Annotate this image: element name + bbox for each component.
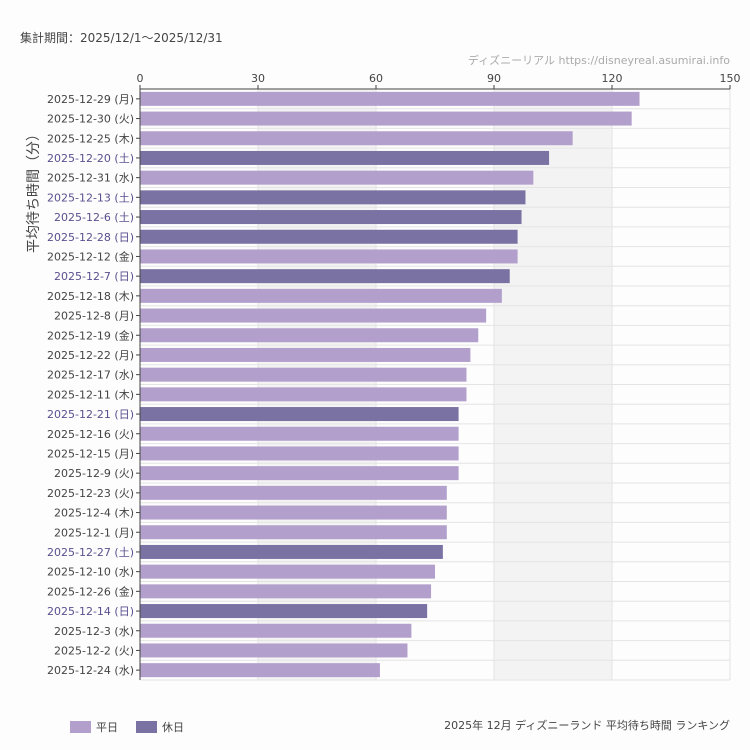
y-axis-title: 平均待ち時間（分） bbox=[26, 127, 42, 253]
bar bbox=[140, 249, 518, 264]
y-tick-label: 2025-12-7 (日) bbox=[54, 270, 134, 283]
bar bbox=[140, 525, 447, 540]
y-tick-label: 2025-12-18 (木) bbox=[47, 290, 134, 303]
bar bbox=[140, 544, 443, 559]
bar bbox=[140, 663, 380, 678]
y-tick-label: 2025-12-9 (火) bbox=[54, 467, 134, 480]
legend-weekday: 平日 bbox=[70, 719, 118, 735]
y-tick-label: 2025-12-20 (土) bbox=[47, 152, 134, 165]
y-tick-label: 2025-12-10 (水) bbox=[47, 566, 134, 579]
bar bbox=[140, 564, 435, 579]
bar bbox=[140, 387, 467, 402]
period-label: 集計期間：2025/12/1〜2025/12/31 bbox=[20, 31, 223, 45]
bar bbox=[140, 150, 550, 165]
y-tick-label: 2025-12-11 (木) bbox=[47, 388, 134, 401]
x-tick-label: 30 bbox=[251, 72, 265, 85]
y-tick-label: 2025-12-30 (火) bbox=[47, 113, 134, 126]
bar bbox=[140, 288, 502, 303]
y-tick-label: 2025-12-19 (金) bbox=[47, 328, 134, 342]
y-tick-label: 2025-12-12 (金) bbox=[47, 249, 134, 263]
bar bbox=[140, 623, 412, 638]
legend-holiday: 休日 bbox=[136, 719, 184, 735]
y-tick-label: 2025-12-16 (火) bbox=[47, 428, 134, 441]
x-tick-label: 0 bbox=[137, 72, 144, 85]
y-tick-label: 2025-12-27 (土) bbox=[47, 546, 134, 559]
x-tick-label: 60 bbox=[369, 72, 383, 85]
y-tick-label: 2025-12-14 (日) bbox=[47, 605, 134, 618]
bar bbox=[140, 446, 459, 461]
y-tick-label: 2025-12-15 (月) bbox=[47, 447, 134, 460]
y-tick-label: 2025-12-28 (日) bbox=[47, 231, 134, 244]
y-tick-label: 2025-12-13 (土) bbox=[47, 191, 134, 204]
y-tick-label: 2025-12-17 (水) bbox=[47, 369, 134, 382]
bar bbox=[140, 347, 471, 362]
bar bbox=[140, 131, 573, 146]
legend-swatch-holiday bbox=[136, 721, 157, 733]
bar bbox=[140, 170, 534, 185]
y-tick-label: 2025-12-23 (火) bbox=[47, 487, 134, 500]
bar bbox=[140, 210, 522, 225]
y-tick-label: 2025-12-21 (日) bbox=[47, 408, 134, 421]
bar bbox=[140, 367, 467, 382]
y-tick-label: 2025-12-2 (火) bbox=[54, 644, 134, 657]
bar bbox=[140, 269, 510, 284]
x-tick-label: 120 bbox=[602, 72, 623, 85]
legend-label: 平日 bbox=[96, 721, 118, 734]
y-tick-label: 2025-12-26 (金) bbox=[47, 584, 134, 598]
y-tick-label: 2025-12-24 (水) bbox=[47, 664, 134, 677]
legend-label: 休日 bbox=[162, 721, 184, 734]
y-tick-label: 2025-12-6 (土) bbox=[54, 211, 134, 224]
bar bbox=[140, 505, 447, 520]
bar bbox=[140, 328, 479, 343]
bar bbox=[140, 91, 640, 106]
y-tick-label: 2025-12-4 (木) bbox=[54, 507, 134, 520]
y-tick-label: 2025-12-8 (月) bbox=[54, 310, 134, 323]
bar bbox=[140, 229, 518, 244]
bar bbox=[140, 407, 459, 422]
bar bbox=[140, 426, 459, 441]
legend-swatch-weekday bbox=[70, 721, 91, 733]
chart-caption: 2025年 12月 ディズニーランド 平均待ち時間 ランキング bbox=[444, 719, 730, 732]
x-tick-label: 150 bbox=[720, 72, 741, 85]
y-tick-label: 2025-12-31 (水) bbox=[47, 172, 134, 185]
bar bbox=[140, 308, 487, 323]
bar bbox=[140, 485, 447, 500]
y-tick-label: 2025-12-29 (月) bbox=[47, 93, 134, 106]
bar bbox=[140, 190, 526, 205]
bar bbox=[140, 584, 432, 599]
site-credit: ディズニーリアル https://disneyreal.asumirai.inf… bbox=[467, 54, 730, 67]
y-tick-label: 2025-12-22 (月) bbox=[47, 349, 134, 362]
bar bbox=[140, 604, 428, 619]
y-tick-label: 2025-12-3 (水) bbox=[54, 625, 134, 638]
y-tick-label: 2025-12-1 (月) bbox=[54, 526, 134, 539]
bar bbox=[140, 643, 408, 658]
bar bbox=[140, 111, 632, 126]
y-tick-label: 2025-12-25 (木) bbox=[47, 132, 134, 145]
bar bbox=[140, 466, 459, 481]
x-tick-label: 90 bbox=[487, 72, 501, 85]
